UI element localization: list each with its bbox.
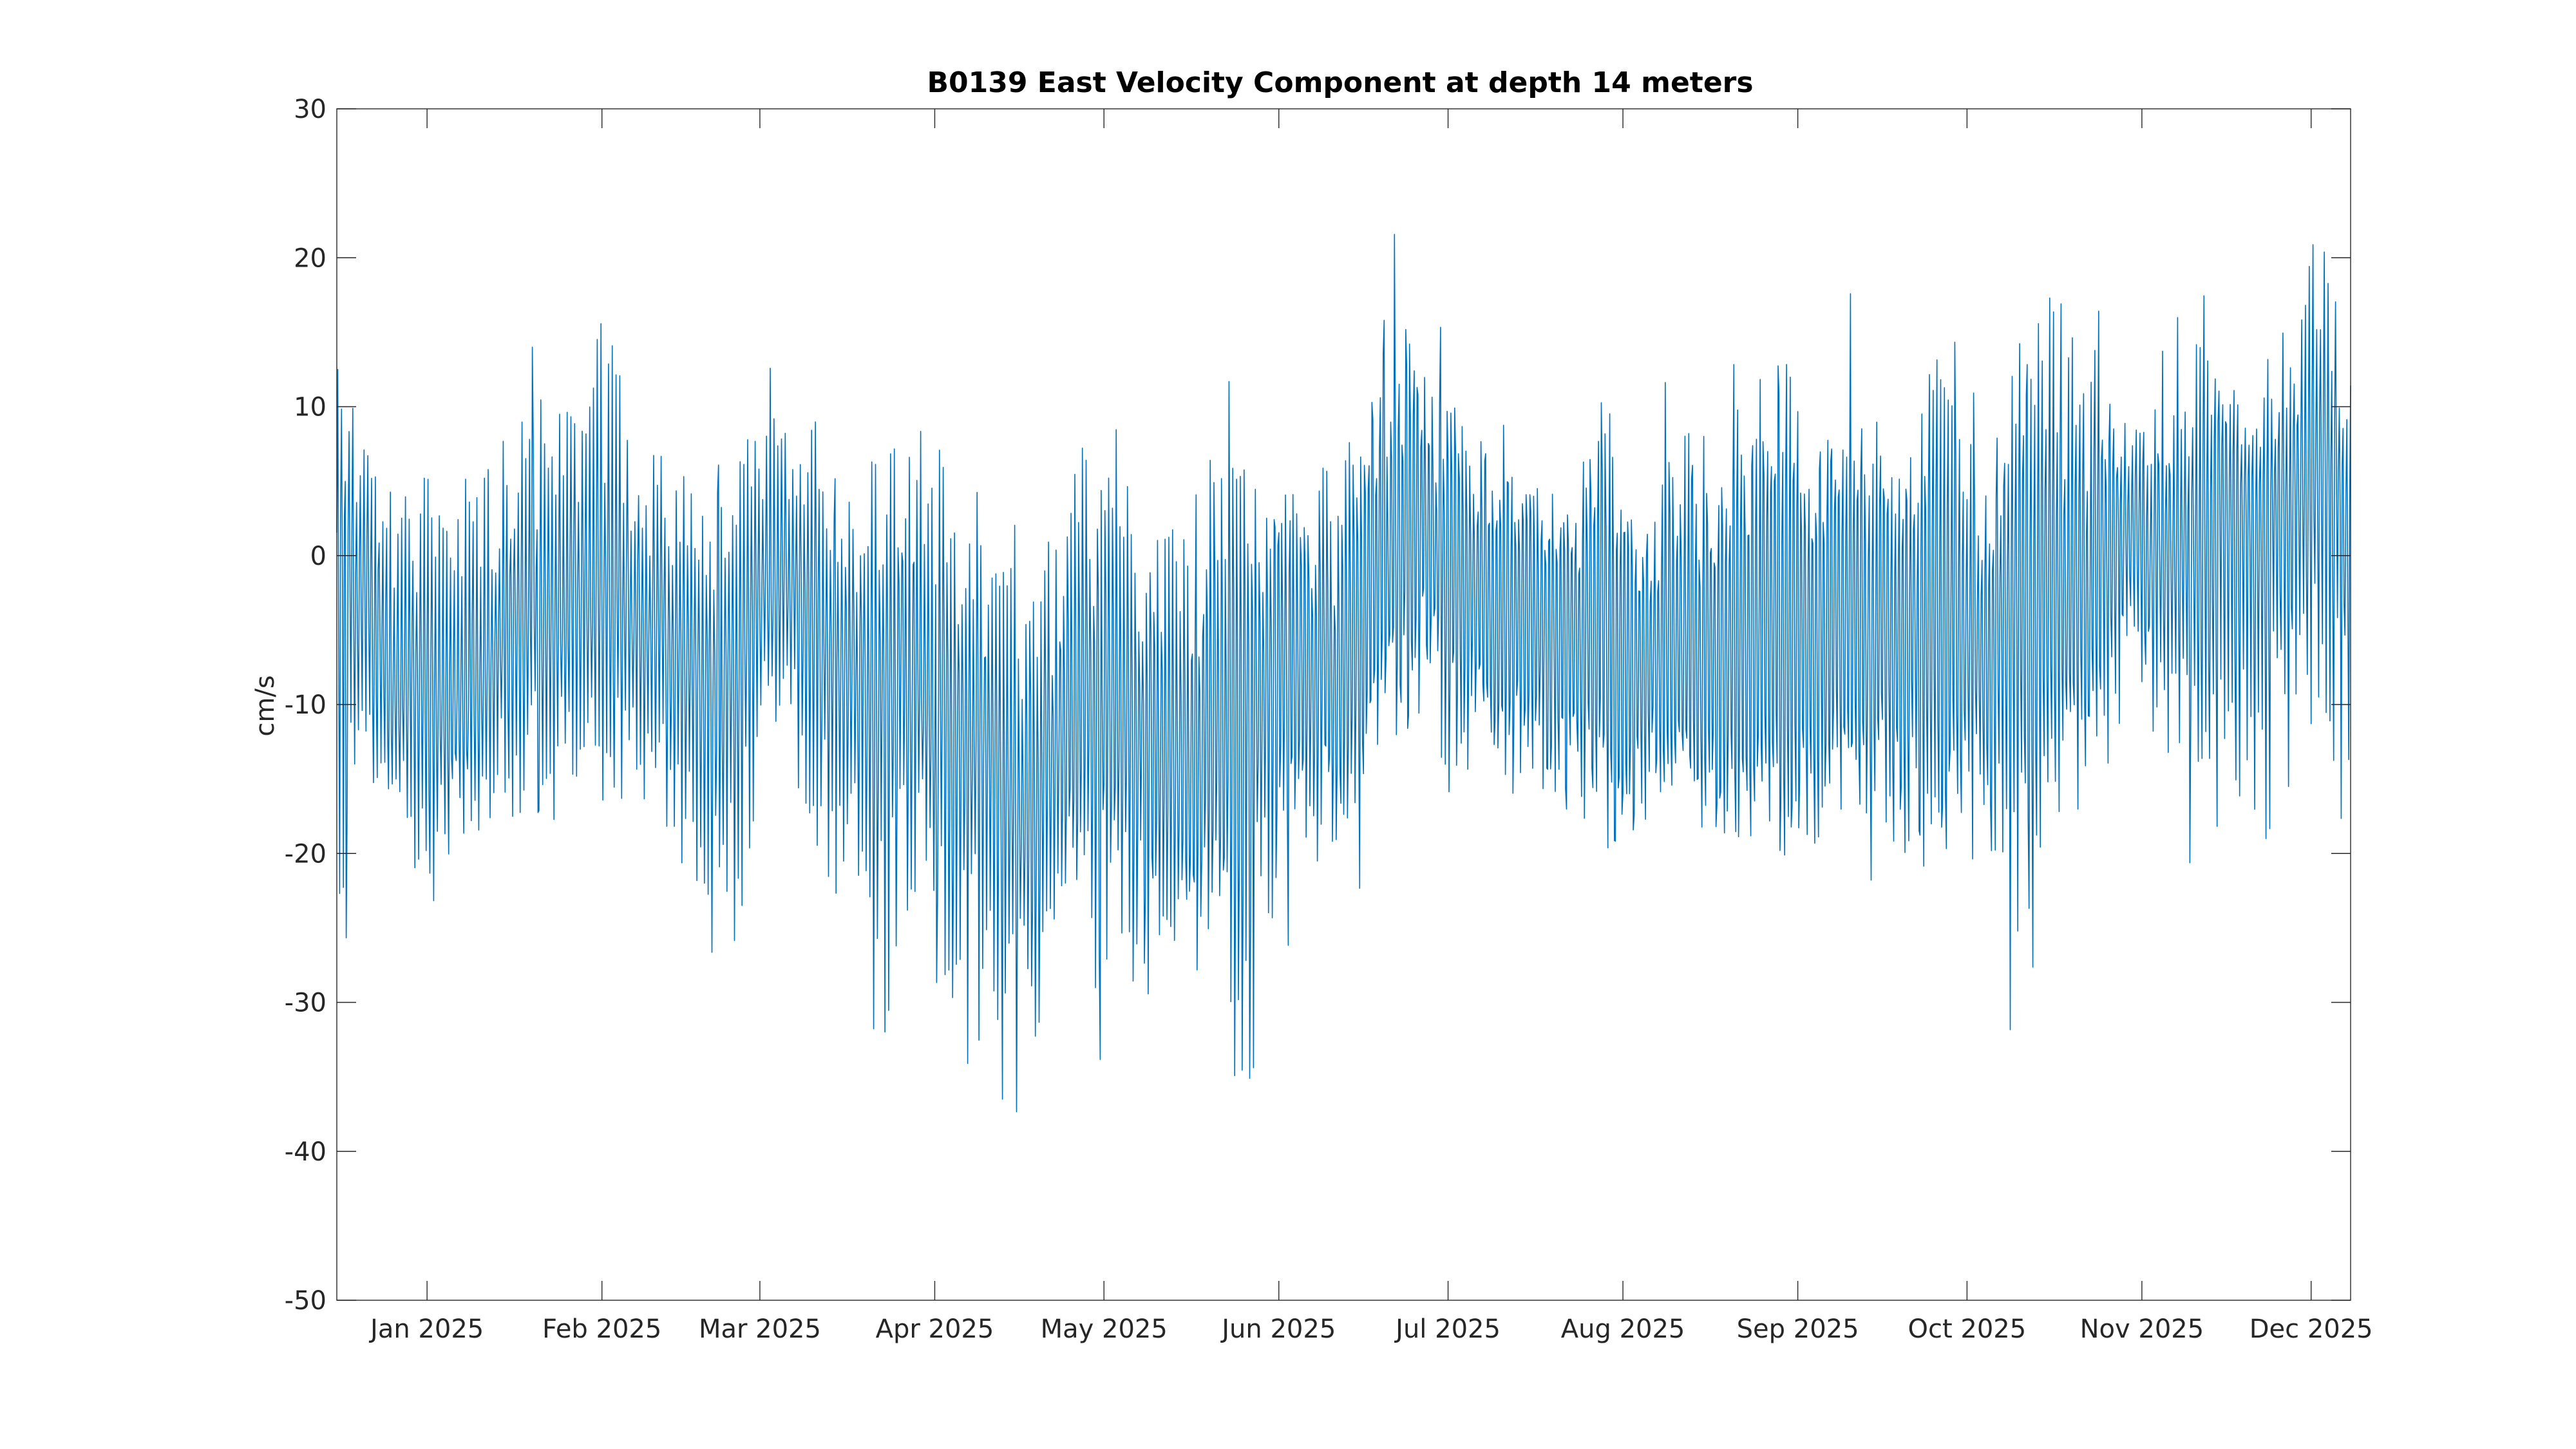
plot-area: 30 20 10 0 -10 -20 -30 -40 -50 Jan 2025 Feb 2025 Ma… xyxy=(285,95,2373,1344)
y-axis-label: cm/s xyxy=(251,675,280,736)
y-tick-label: -30 xyxy=(285,989,327,1018)
y-tick-label: 30 xyxy=(294,95,327,124)
y-tick-label: -40 xyxy=(285,1137,327,1167)
y-tick-label: -50 xyxy=(285,1286,327,1316)
series-line-east-velocity xyxy=(336,234,2351,1113)
x-tick-label: Apr 2025 xyxy=(876,1314,994,1344)
x-tick-label: Jun 2025 xyxy=(1220,1314,1336,1344)
y-tick-label: 0 xyxy=(310,542,327,571)
x-tick-label: May 2025 xyxy=(1041,1314,1168,1344)
x-tick-label: Feb 2025 xyxy=(542,1314,661,1344)
x-tick-label: Jul 2025 xyxy=(1394,1314,1501,1344)
y-tick-label: 20 xyxy=(294,243,327,273)
y-tick-label: -10 xyxy=(285,690,327,720)
y-tick-label: 10 xyxy=(294,393,327,422)
x-tick-label: Oct 2025 xyxy=(1908,1314,2027,1344)
x-tick-label: Jan 2025 xyxy=(368,1314,484,1344)
x-tick-label: Sep 2025 xyxy=(1737,1314,1859,1344)
x-tick-label: Dec 2025 xyxy=(2249,1314,2373,1344)
x-tick-label: Nov 2025 xyxy=(2080,1314,2204,1344)
y-tick-label: -20 xyxy=(285,839,327,869)
x-tick-label: Aug 2025 xyxy=(1561,1314,1685,1344)
chart-title: B0139 East Velocity Component at depth 1… xyxy=(927,66,1753,99)
x-tick-label: Mar 2025 xyxy=(699,1314,821,1344)
